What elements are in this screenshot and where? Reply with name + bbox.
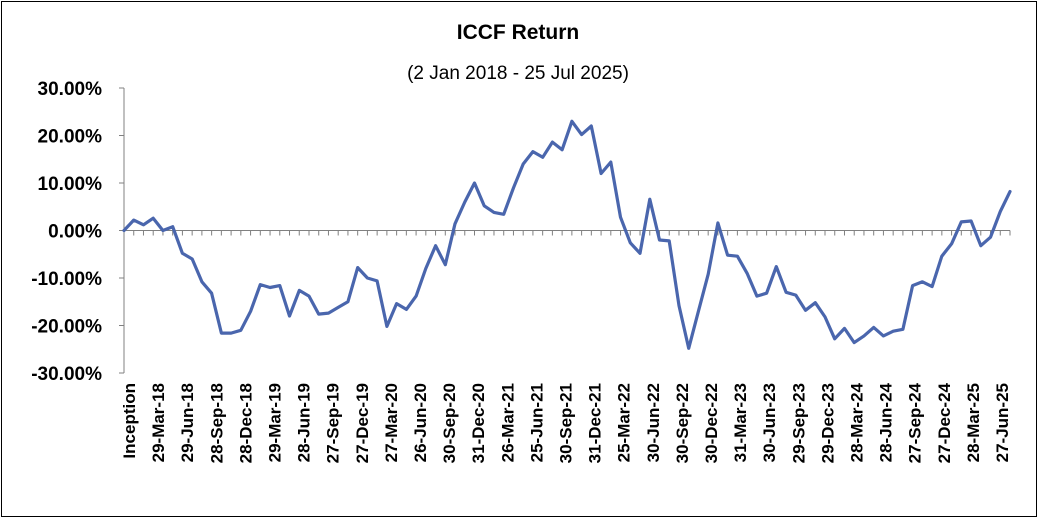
x-tick-label: 28-Dec-18	[236, 383, 255, 463]
x-tick-label: 30-Sep-20	[440, 383, 459, 463]
x-tick-label: 29-Dec-23	[818, 383, 837, 463]
y-tick-label: 20.00%	[38, 127, 103, 148]
x-tick-label: 27-Dec-19	[353, 383, 372, 463]
x-tick-label: 28-Mar-25	[964, 383, 983, 462]
y-tick-label: -10.00%	[31, 269, 102, 290]
x-tick-label: 28-Jun-19	[295, 383, 314, 462]
x-tick-label: 31-Dec-21	[586, 383, 605, 463]
x-tick-label: 29-Mar-18	[149, 383, 168, 462]
x-tick-label: 30-Sep-22	[673, 383, 692, 463]
x-tick-label: 30-Dec-22	[702, 383, 721, 463]
y-tick-label: -20.00%	[31, 317, 102, 338]
x-tick-label: 28-Jun-24	[877, 382, 896, 462]
y-tick-label: 30.00%	[38, 79, 103, 100]
x-tick-label: 30-Jun-23	[760, 383, 779, 462]
chart-title: ICCF Return	[457, 21, 580, 44]
y-tick-label: 0.00%	[48, 222, 102, 243]
x-tick-label: 26-Mar-21	[498, 383, 517, 462]
x-tick-label: 31-Dec-20	[469, 383, 488, 463]
x-tick-label: 29-Sep-23	[789, 383, 808, 463]
y-tick-label: 10.00%	[38, 174, 103, 195]
x-tick-label: 27-Mar-20	[382, 383, 401, 462]
x-tick-label: 31-Mar-23	[731, 383, 750, 462]
x-tick-label: 30-Sep-21	[557, 383, 576, 463]
y-axis: 30.00% 20.00% 10.00% 0.00% -10.00% -20.00% -30…	[31, 79, 125, 385]
x-tick-label: 25-Mar-22	[615, 383, 634, 462]
y-tick-label: -30.00%	[31, 364, 102, 385]
x-tick-label: 30-Jun-22	[644, 383, 663, 462]
x-tick-label: 27-Sep-19	[324, 383, 343, 463]
chart-subtitle: (2 Jan 2018 - 25 Jul 2025)	[407, 63, 629, 84]
x-tick-label: 27-Jun-25	[993, 383, 1012, 462]
x-axis: Inception 29-Mar-18 29-Jun-18 28-Sep-18 28-D…	[120, 230, 1012, 463]
x-tick-label: 29-Mar-19	[266, 383, 285, 462]
x-tick-label: 28-Sep-18	[207, 383, 226, 463]
x-tick-label: Inception	[120, 383, 139, 459]
x-tick-label: 28-Mar-24	[848, 382, 867, 462]
x-tick-label: 27-Dec-24	[935, 382, 954, 463]
series-line	[122, 119, 1012, 350]
x-tick-label: 25-Jun-21	[527, 383, 546, 462]
plot-area	[122, 119, 1012, 350]
x-tick-label: 26-Jun-20	[411, 383, 430, 462]
x-tick-label: 27-Sep-24	[906, 382, 925, 463]
x-tick-label: 29-Jun-18	[178, 383, 197, 462]
